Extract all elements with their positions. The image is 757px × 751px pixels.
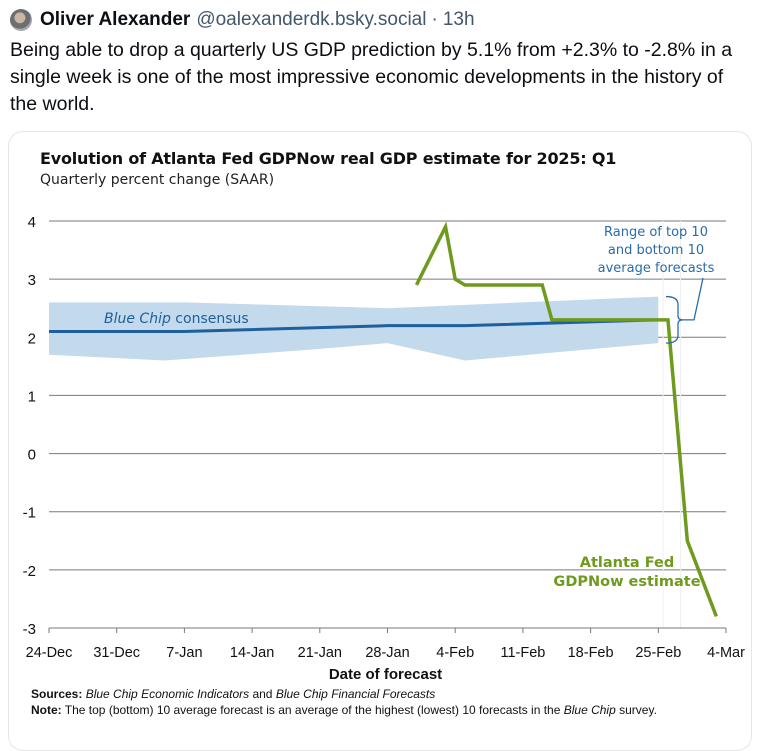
- range-annotation-line: and bottom 10: [608, 243, 704, 258]
- gdpnow-label-line: Atlanta Fed: [580, 555, 675, 571]
- y-tick-label: 1: [28, 388, 36, 405]
- x-tick-label: 28-Jan: [365, 645, 409, 661]
- range-annotation-line: Range of top 10: [604, 225, 708, 240]
- note-italic: Blue Chip: [563, 703, 616, 717]
- note-text: The top (bottom) 10 average forecast is …: [61, 703, 564, 717]
- gdpnow-estimate-line: [414, 221, 718, 617]
- x-tick-label: 25-Feb: [635, 645, 681, 661]
- axis-layer: 4 3 2 1 0 -1 -2 -3 24-Dec 31-Dec 7-Jan 14-Jan 21-Jan…: [23, 214, 745, 683]
- x-tick-label: 11-Feb: [500, 645, 545, 661]
- gdpnow-label-line: GDPNow estimate: [553, 574, 700, 590]
- range-annotation-line: average forecasts: [598, 261, 715, 276]
- y-tick-label: -1: [23, 505, 36, 522]
- y-tick-label: 3: [28, 272, 36, 289]
- sources-pub-1: Blue Chip Economic Indicators: [85, 687, 250, 701]
- sources-label: Sources:: [31, 687, 83, 701]
- x-tick-label: 4-Feb: [436, 645, 474, 661]
- post-text: Being able to drop a quarterly US GDP pr…: [10, 39, 733, 115]
- author-name[interactable]: Oliver Alexander: [40, 9, 191, 30]
- blue-chip-consensus-line: [49, 318, 659, 333]
- avatar[interactable]: [10, 9, 32, 31]
- sources-pub-2: Blue Chip Financial Forecasts: [275, 687, 436, 701]
- sources-and: and: [249, 687, 276, 701]
- consensus-label: Blue Chip consensus: [104, 311, 249, 327]
- post-header: Oliver Alexander @oalexanderdk.bsky.soci…: [10, 6, 475, 34]
- x-tick-label: 7-Jan: [166, 645, 202, 661]
- post-time[interactable]: 13h: [442, 9, 475, 30]
- note-end: survey.: [619, 703, 657, 717]
- y-tick-label: 0: [28, 447, 36, 464]
- consensus-label-italic: Blue Chip: [104, 311, 171, 327]
- range-band-layer: [49, 296, 659, 361]
- author-handle[interactable]: @oalexanderdk.bsky.social: [196, 9, 427, 30]
- annotation-layer: Blue Chip consensus Atlanta Fed GDPNow est…: [104, 225, 715, 590]
- footnote-note: Note: The top (bottom) 10 average foreca…: [31, 703, 671, 717]
- y-tick-label: -3: [23, 621, 36, 638]
- x-tick-label: 31-Dec: [93, 645, 140, 661]
- chart-plot: 4 3 2 1 0 -1 -2 -3 24-Dec 31-Dec 7-Jan 14-Jan 21-Jan…: [23, 214, 745, 683]
- series-layer: [49, 221, 718, 617]
- grid-lines: [49, 220, 726, 628]
- consensus-label-rest: consensus: [171, 311, 249, 327]
- sources-note: Sources: Blue Chip Economic Indicators a…: [31, 687, 435, 701]
- chart-title: Evolution of Atlanta Fed GDPNow real GDP…: [40, 149, 617, 168]
- y-tick-label: -2: [23, 563, 36, 580]
- chart-subtitle: Quarterly percent change (SAAR): [40, 172, 275, 188]
- x-tick-label: 18-Feb: [568, 645, 614, 661]
- x-tick-label: 21-Jan: [298, 645, 342, 661]
- x-axis-title: Date of forecast: [329, 666, 442, 683]
- x-tick-label: 4-Mar: [707, 645, 745, 661]
- x-tick-label: 24-Dec: [26, 645, 73, 661]
- y-tick-label: 2: [28, 330, 36, 347]
- range-annotation-leader: [683, 277, 704, 321]
- range-band: [49, 296, 659, 361]
- y-tick-label: 4: [28, 214, 36, 231]
- note-label: Note:: [31, 703, 62, 717]
- separator-dot: ·: [431, 9, 438, 30]
- x-tick-label: 14-Jan: [230, 645, 274, 661]
